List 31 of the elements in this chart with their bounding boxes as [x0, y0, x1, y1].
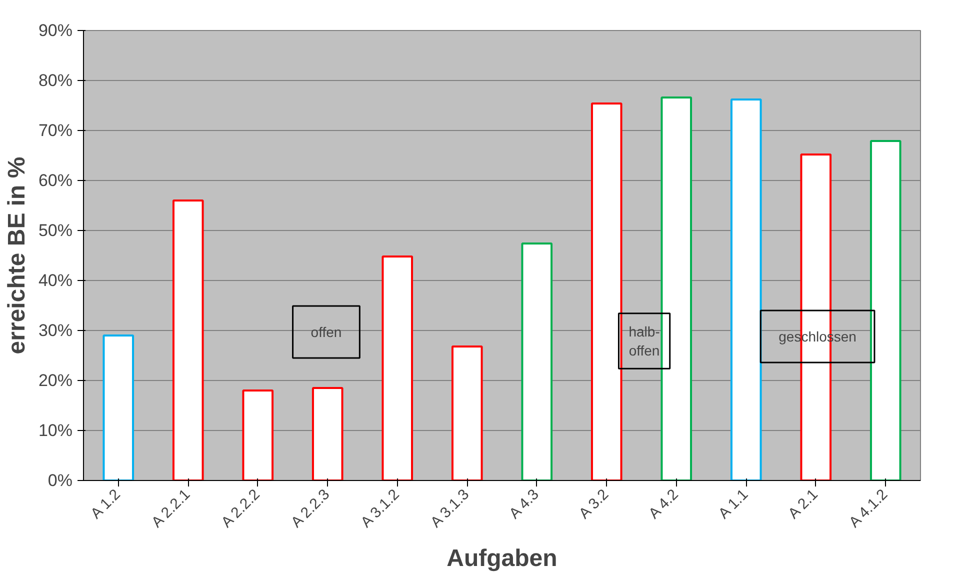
y-tick-label: 50%: [38, 221, 73, 240]
bar: [451, 346, 483, 480]
bar: [730, 98, 762, 480]
x-tick-label: A 4.2: [646, 486, 682, 522]
y-tick-label: 60%: [38, 171, 73, 190]
x-tick-label: A 3.2: [576, 486, 612, 522]
bar: [521, 242, 553, 480]
y-tick-label: 90%: [38, 21, 73, 40]
bar: [660, 96, 692, 480]
bar: [590, 102, 622, 480]
annotation: halb- offen: [628, 323, 660, 359]
bar: [242, 390, 274, 480]
bar: [312, 387, 344, 480]
annotation: offen: [310, 324, 342, 340]
bar: [382, 256, 414, 480]
y-tick-label: 20%: [38, 371, 73, 390]
bar: [172, 200, 204, 480]
x-tick-label: A 1.1: [715, 486, 752, 522]
x-tick-label: A 2.1: [785, 486, 822, 522]
x-tick-label: A 1.2: [88, 486, 124, 522]
x-tick-label: A 4.3: [506, 486, 542, 522]
y-tick-label: 40%: [38, 271, 73, 290]
y-tick-label: 10%: [38, 421, 73, 440]
y-tick-label: 30%: [38, 321, 73, 340]
x-axis-title: Aufgaben: [446, 545, 558, 572]
y-axis-title: erreichte BE in %: [3, 156, 30, 354]
bar: [102, 334, 134, 480]
y-tick-label: 0%: [48, 471, 73, 490]
y-tick-label: 70%: [38, 121, 73, 140]
bar: [870, 140, 902, 480]
y-tick-label: 80%: [38, 71, 73, 90]
